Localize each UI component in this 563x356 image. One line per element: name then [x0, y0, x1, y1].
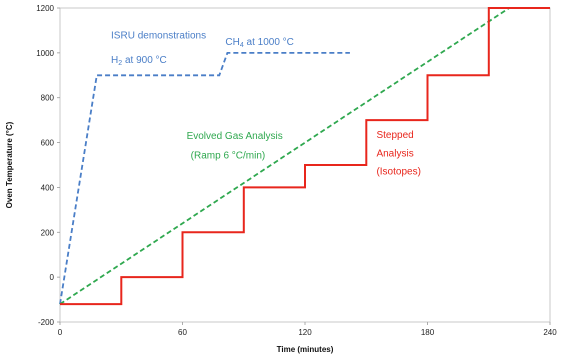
x-tick-label: 0	[58, 328, 63, 337]
y-tick-label: 800	[41, 94, 55, 103]
annotation-ega2: (Ramp 6 °C/min)	[191, 150, 266, 161]
annotation-ch4: CH4 at 1000 °C	[225, 37, 294, 49]
x-axis-title: Time (minutes)	[277, 345, 334, 354]
x-tick-label: 60	[178, 328, 187, 337]
x-tick-label: 180	[421, 328, 435, 337]
y-tick-label: -200	[38, 318, 55, 327]
x-tick-label: 240	[543, 328, 557, 337]
stepped-analysis-line	[60, 7, 550, 306]
annotation-isru: ISRU demonstrations	[111, 30, 206, 41]
series-layer	[59, 7, 550, 306]
annotation-ch4-main: CH	[225, 37, 239, 48]
annotation-step3: (Isotopes)	[376, 166, 420, 177]
y-tick-label: 0	[50, 273, 55, 282]
annotation-step2: Analysis	[376, 148, 413, 159]
annotation-h2: H2 at 900 °C	[111, 55, 167, 67]
y-tick-label: 400	[41, 183, 55, 192]
annotation-ch4-rest: at 1000 °C	[244, 37, 294, 48]
annotation-h2-main: H	[111, 55, 118, 66]
isru-dashed-line	[59, 52, 350, 305]
y-tick-label: 200	[41, 228, 55, 237]
x-axis: 0 60 120 180 240	[58, 322, 557, 337]
annotation-h2-subscript: 2	[118, 60, 122, 67]
annotation-step1: Stepped	[376, 130, 413, 141]
y-tick-label: 1200	[36, 4, 54, 13]
ega-ramp-dashed-line	[59, 7, 510, 305]
annotation-ega1: Evolved Gas Analysis	[187, 131, 283, 142]
y-axis-title: Oven Temperature (°C)	[5, 121, 14, 208]
annotation-layer: ISRU demonstrations H2 at 900 °C CH4 at 10…	[111, 30, 421, 177]
y-tick-label: 1000	[36, 49, 54, 58]
y-axis: -200 0 200 400 600 800 1000 1200	[36, 4, 60, 327]
annotation-ch4-subscript: 4	[240, 42, 244, 49]
y-tick-label: 600	[41, 139, 55, 148]
x-tick-label: 120	[298, 328, 312, 337]
annotation-h2-rest: at 900 °C	[122, 55, 167, 66]
